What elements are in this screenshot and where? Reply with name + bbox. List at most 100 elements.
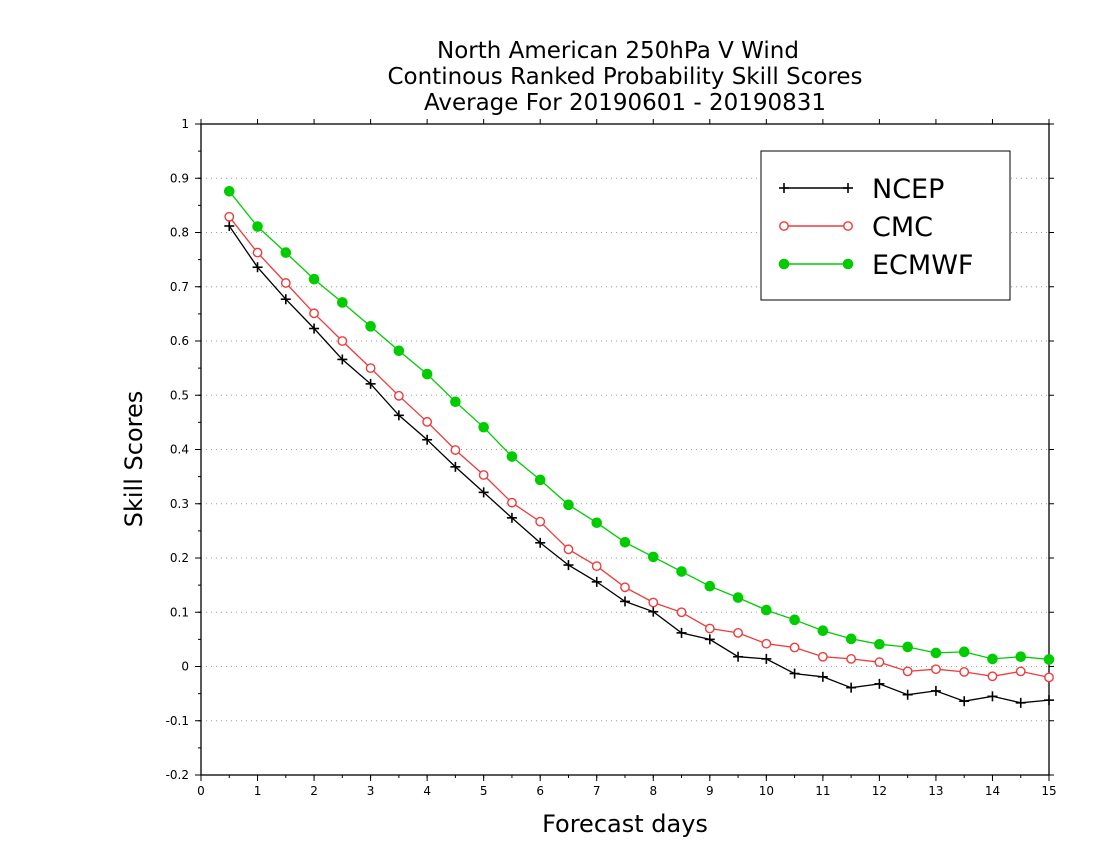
data-point-cmc [959,667,970,677]
y-tick-label: 0.1 [170,605,189,619]
data-point-ncep [733,651,744,662]
data-point-ecmwf [393,345,405,357]
data-point-ncep [704,634,715,645]
y-tick-label: 0.7 [170,280,189,294]
data-point-ecmwf [421,368,433,380]
data-point-ncep [478,487,489,498]
legend-item-ncep: NCEP [779,174,944,205]
data-point-cmc [987,671,998,682]
x-tick-label: 4 [423,784,431,798]
y-axis-label: Skill Scores [120,391,148,528]
y-tick-label: 0.4 [170,443,189,457]
y-tick-label: 0.3 [170,497,189,511]
x-tick-label: 0 [197,784,205,798]
data-point-cmc [817,651,828,662]
data-point-ecmwf [647,551,659,563]
data-point-cmc [648,597,659,608]
data-point-ecmwf [1043,654,1055,665]
x-tick-label: 13 [928,784,943,798]
data-point-ecmwf [223,185,235,197]
data-point-ecmwf [958,646,970,658]
chart-title-line-3: Average For 20190601 - 20190831 [424,90,826,116]
data-point-ncep [337,354,348,365]
data-point-cmc [704,623,715,634]
x-tick-label: 11 [815,784,830,798]
axes: -0.2-0.100.10.20.30.40.50.60.70.80.910 1 2… [166,117,1057,798]
data-point-cmc [931,664,941,675]
data-point-cmc [789,642,800,653]
y-tick-label: 0.9 [170,171,189,185]
series-ncep [224,220,1054,708]
data-point-ncep [224,220,235,231]
y-tick-label: 0.8 [170,226,189,240]
data-point-ncep [789,668,800,679]
y-tick-label: 1 [181,117,189,131]
data-point-ncep [874,678,885,689]
x-tick-label: 15 [1041,784,1056,798]
data-point-ecmwf [478,421,489,433]
data-point-ecmwf [365,321,376,332]
y-tick-label: 0.2 [170,551,189,565]
data-point-cmc [761,638,772,649]
x-tick-label: 10 [759,784,774,798]
data-point-cmc [478,470,489,480]
legend-marker-cmc [779,221,789,231]
data-point-cmc [620,582,630,593]
legend-marker-ecmwf [842,258,854,270]
data-point-ncep [365,378,376,389]
data-point-ncep [930,685,941,696]
data-point-cmc [280,278,291,288]
x-tick-label: 3 [367,784,375,798]
data-point-ecmwf [591,517,603,529]
data-point-ecmwf [732,592,744,603]
data-point-cmc [1044,672,1054,683]
data-point-ncep [846,682,857,693]
data-point-ecmwf [902,641,913,653]
data-point-ncep [620,596,630,607]
data-point-cmc [309,308,319,319]
data-point-ecmwf [280,247,292,258]
data-point-ecmwf [789,614,800,626]
chart-title: North American 250hPa V Wind Continous R… [387,38,862,116]
chart-title-line-2: Continous Ranked Probability Skill Score… [387,64,862,90]
legend-marker-ncep [843,183,853,193]
data-point-ncep [280,294,291,305]
x-tick-label: 14 [985,784,1000,798]
data-point-ecmwf [874,638,885,650]
data-point-ecmwf [704,580,716,592]
legend: NCEP CMC ECMWF [760,150,1011,301]
x-tick-label: 12 [872,784,887,798]
data-point-ecmwf [506,451,518,462]
data-point-cmc [252,247,263,258]
data-point-ecmwf [534,474,546,486]
data-point-cmc [733,627,743,638]
data-point-ncep [817,671,828,682]
data-point-ecmwf [337,297,348,308]
y-tick-label: 0 [181,660,189,674]
legend-marker-cmc [843,221,853,231]
series-area [223,185,1055,708]
x-tick-label: 2 [310,784,318,798]
data-point-ecmwf [450,396,461,408]
data-point-cmc [1015,666,1026,677]
data-point-ncep [450,461,461,472]
data-point-ecmwf [252,221,263,232]
data-point-ecmwf [619,536,631,548]
data-point-cmc [422,416,433,427]
y-tick-label: -0.1 [166,714,189,728]
x-tick-label: 1 [254,784,262,798]
data-point-ecmwf [930,647,942,659]
data-point-ecmwf [563,499,574,511]
data-point-ecmwf [845,633,857,645]
data-point-cmc [902,666,913,677]
legend-item-ecmwf: ECMWF [778,250,973,281]
data-point-ncep [676,627,687,638]
y-tick-label: 0.6 [170,334,189,348]
data-point-cmc [507,497,517,508]
data-point-cmc [676,607,687,618]
data-point-ecmwf [987,653,998,665]
data-point-ncep [393,410,404,421]
legend-label-cmc: CMC [872,212,933,243]
legend-marker-ncep [779,183,789,193]
